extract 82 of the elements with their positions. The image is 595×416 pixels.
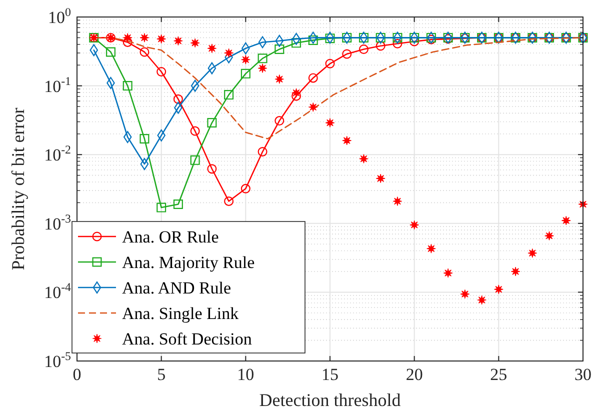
point [224,48,234,58]
point [561,216,571,226]
y-tick-label: 10$^{-4}$ [44,280,72,302]
point [173,94,183,104]
y-tick-label: 10$^{-1}$ [44,74,72,96]
point [426,244,436,254]
point [207,164,217,174]
point [460,289,470,299]
point [477,295,487,305]
point [308,73,318,83]
point [190,80,200,92]
point [325,58,335,68]
x-axis-title: Detection threshold [259,390,401,410]
y-tick-label: 10$^{-5}$ [44,349,72,371]
legend-label: Ana. OR Rule [122,228,219,246]
point [240,68,250,78]
point [292,38,302,48]
point [240,54,250,64]
point [258,147,268,156]
point [392,38,402,48]
x-tick-label: 15 [322,365,338,384]
point [376,174,386,184]
point [528,248,538,258]
point [358,44,368,54]
point [123,131,132,144]
y-tick-label: 10$^{-3}$ [44,211,72,234]
point [308,35,318,45]
x-tick-label: 25 [490,365,508,384]
x-tick-label: 20 [406,365,423,384]
point [392,196,402,206]
point [190,126,200,136]
point [544,231,554,241]
point [140,134,150,144]
point [207,44,217,54]
legend-label: Ana. AND Rule [122,278,232,298]
point [207,118,217,128]
point [106,47,116,57]
point [342,49,352,59]
point [190,38,200,48]
point [292,88,301,98]
point [376,41,386,51]
point [308,102,318,112]
x-tick-label: 10 [237,365,254,384]
legend-label: Ana. Single Link [122,304,240,323]
y-tick-label: 10$^{-2}$ [44,142,72,165]
point [258,36,267,48]
point [274,44,284,54]
point [258,54,268,64]
point [122,81,132,91]
point [292,91,302,101]
legend-label: Ana. Soft Decision [122,330,252,348]
point [224,196,234,206]
point [140,33,150,42]
point [494,284,504,294]
point [443,268,453,278]
x-tick-label: 0 [72,365,82,384]
x-tick-label: 30 [574,365,592,384]
point [274,116,284,126]
point [342,136,352,146]
point [122,33,132,42]
point [156,202,166,212]
y-axis-title: Probability of bit error [8,108,28,270]
point [224,90,234,100]
point [275,34,284,47]
point [359,154,368,164]
point [258,64,268,73]
point [274,74,284,84]
point [173,36,183,46]
legend-label: Ana. Majority Rule [122,253,255,272]
y-tick-label: 10$^{0}$ [48,5,72,27]
point [122,37,132,47]
point [190,155,200,165]
point [156,67,166,77]
point [410,220,420,230]
x-tick-label: 5 [157,365,166,384]
point [173,199,183,209]
point [325,118,335,128]
point [140,47,150,57]
point [156,34,166,44]
point [510,266,520,276]
point [208,62,216,74]
point [240,184,250,194]
